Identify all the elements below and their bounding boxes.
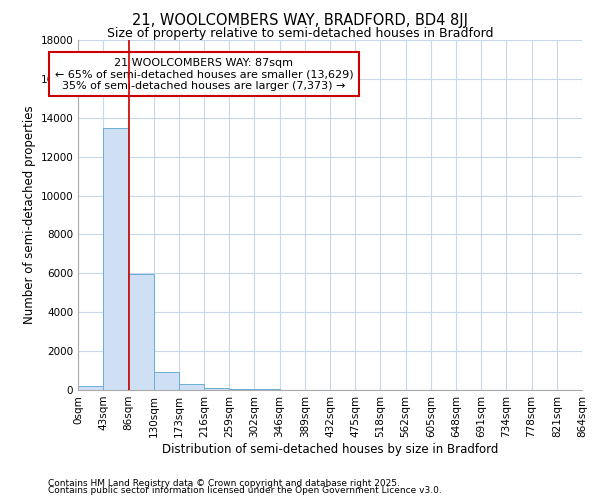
Bar: [179, 384, 204, 390]
Text: 21, WOOLCOMBERS WAY, BRADFORD, BD4 8JJ: 21, WOOLCOMBERS WAY, BRADFORD, BD4 8JJ: [132, 12, 468, 28]
Bar: [103, 128, 128, 390]
Text: Size of property relative to semi-detached houses in Bradford: Size of property relative to semi-detach…: [107, 28, 493, 40]
Text: Contains HM Land Registry data © Crown copyright and database right 2025.: Contains HM Land Registry data © Crown c…: [48, 478, 400, 488]
Bar: [78, 386, 103, 390]
Bar: [204, 388, 229, 390]
X-axis label: Distribution of semi-detached houses by size in Bradford: Distribution of semi-detached houses by …: [162, 442, 498, 456]
Text: 21 WOOLCOMBERS WAY: 87sqm
← 65% of semi-detached houses are smaller (13,629)
35%: 21 WOOLCOMBERS WAY: 87sqm ← 65% of semi-…: [55, 58, 353, 90]
Text: Contains public sector information licensed under the Open Government Licence v3: Contains public sector information licen…: [48, 486, 442, 495]
Bar: [229, 389, 254, 390]
Y-axis label: Number of semi-detached properties: Number of semi-detached properties: [23, 106, 36, 324]
Bar: [128, 274, 154, 390]
Bar: [154, 372, 179, 390]
